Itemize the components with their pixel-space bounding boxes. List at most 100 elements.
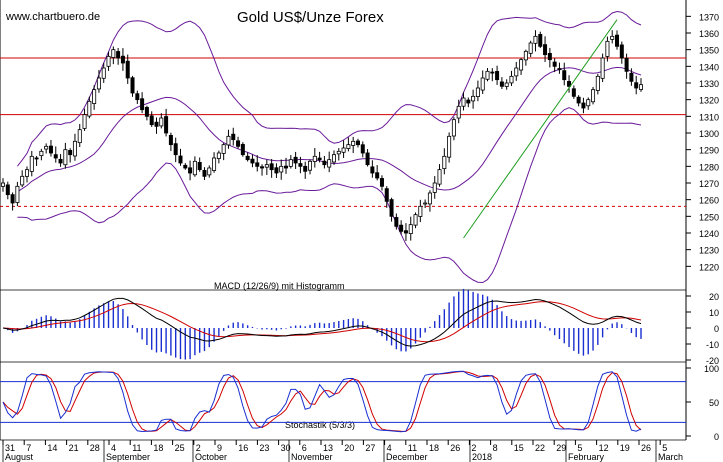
xtick-label: 30: [281, 443, 291, 453]
candle-body: [504, 82, 509, 87]
xtick-label: 28: [90, 443, 100, 453]
price-ytick-label: 1280: [699, 162, 719, 172]
month-label: 2018: [472, 452, 492, 462]
macd-ytick-label: 20: [709, 292, 719, 302]
xtick-label: 21: [69, 443, 79, 453]
candle-body: [288, 159, 293, 167]
candle-body: [639, 84, 644, 90]
candle-body: [619, 44, 624, 59]
candle-body: [355, 140, 360, 146]
candle-body: [20, 175, 25, 186]
xtick-label: 12: [599, 443, 609, 453]
candle-body: [432, 182, 437, 193]
candle-body: [605, 40, 610, 57]
candle-body: [197, 162, 202, 171]
candle-body: [264, 164, 269, 168]
candle-body: [360, 144, 365, 154]
month-label: March: [658, 452, 683, 462]
candle-body: [490, 71, 495, 74]
candle-body: [135, 93, 140, 101]
candle-body: [466, 99, 471, 104]
candle-body: [341, 147, 346, 153]
xtick-label: 18: [153, 443, 163, 453]
candle-body: [154, 121, 159, 127]
candle-body: [576, 96, 581, 104]
candle-body: [451, 119, 456, 137]
month-label: February: [568, 452, 605, 462]
candle-body: [519, 59, 524, 71]
candle-body: [461, 97, 466, 107]
candle-body: [212, 157, 217, 171]
candle-body: [173, 143, 178, 156]
candle-body: [394, 217, 399, 227]
xtick-label: 19: [620, 443, 630, 453]
candle-body: [442, 155, 447, 170]
price-ytick-label: 1340: [699, 62, 719, 72]
price-ytick-label: 1290: [699, 146, 719, 156]
candle-body: [312, 155, 317, 162]
candle-body: [159, 117, 164, 127]
month-label: December: [386, 452, 428, 462]
xtick-label: 6: [302, 443, 307, 453]
candle-body: [595, 75, 600, 91]
xtick-label: 22: [535, 443, 545, 453]
candle-body: [495, 71, 500, 81]
candle-body: [379, 178, 384, 187]
xtick-label: 29: [556, 443, 566, 453]
macd-ytick-label: 0: [714, 324, 719, 334]
candle-body: [24, 169, 29, 177]
candle-body: [523, 50, 528, 61]
candle-body: [634, 82, 639, 89]
macd-panel: [2, 288, 642, 360]
xtick-label: 4: [387, 443, 392, 453]
macd-title: MACD (12/26/9) mit Histogramm: [214, 281, 345, 291]
candle-body: [514, 67, 519, 77]
candle-body: [106, 55, 111, 67]
candle-body: [245, 155, 250, 161]
candle-body: [216, 152, 221, 159]
candle-body: [437, 169, 442, 185]
candle-body: [480, 77, 485, 91]
candle-body: [221, 144, 226, 154]
candle-body: [485, 70, 490, 80]
candle-body: [116, 51, 121, 59]
candle-body: [351, 140, 356, 146]
price-ytick-label: 1320: [699, 96, 719, 106]
candle-body: [44, 145, 49, 150]
candle-body: [77, 129, 82, 144]
candle-body: [413, 214, 418, 226]
candle-body: [63, 149, 68, 166]
candle-body: [293, 156, 298, 164]
candle-body: [279, 165, 284, 173]
candle-body: [308, 160, 313, 171]
candle-body: [562, 70, 567, 81]
candle-body: [274, 167, 279, 174]
candle-body: [92, 89, 97, 104]
candle-body: [317, 157, 322, 161]
candle-body: [322, 160, 327, 166]
candle-body: [0, 182, 6, 187]
price-ytick-label: 1360: [699, 29, 719, 39]
xtick-label: 23: [259, 443, 269, 453]
stochastic-panel: [0, 370, 686, 433]
candle-body: [269, 163, 274, 171]
candle-body: [427, 192, 432, 205]
xtick-label: 11: [408, 443, 417, 453]
candle-body: [447, 135, 452, 158]
xtick-label: 5: [577, 443, 582, 453]
xtick-label: 16: [238, 443, 248, 453]
candle-body: [140, 98, 145, 111]
candle-body: [183, 164, 188, 169]
price-ytick-label: 1370: [699, 12, 719, 22]
candle-body: [34, 157, 39, 160]
candle-body: [192, 160, 197, 176]
price-ytick-label: 1300: [699, 129, 719, 139]
candle-body: [10, 194, 15, 204]
candle-body: [591, 89, 596, 103]
xtick-label: 15: [514, 443, 524, 453]
candle-body: [125, 60, 130, 79]
candle-body: [370, 166, 375, 174]
macd-ytick-label: -10: [706, 340, 719, 350]
candle-body: [423, 202, 428, 205]
price-ytick-label: 1250: [699, 212, 719, 222]
